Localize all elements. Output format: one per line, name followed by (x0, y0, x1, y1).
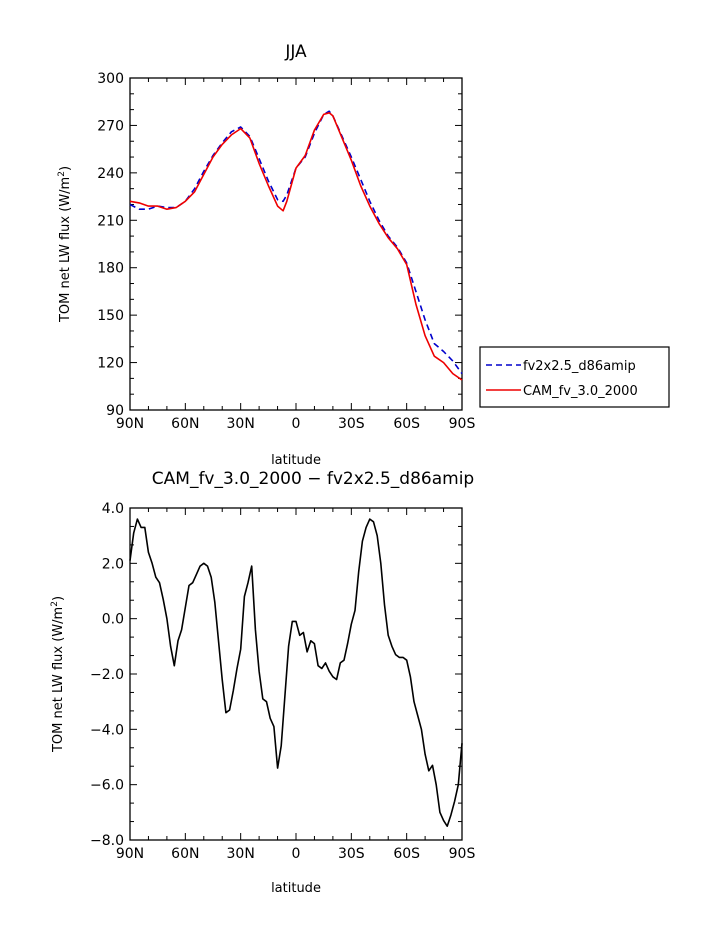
legend-label-1: CAM_fv_3.0_2000 (523, 384, 638, 399)
top-series-group (129, 110, 463, 381)
top-y-tick-label: 150 (97, 308, 124, 324)
top-legend: fv2x2.5_d86amip CAM_fv_3.0_2000 (479, 346, 670, 408)
bottom-series-group (129, 518, 463, 828)
bottom-y-label-sup: 2 (50, 601, 60, 607)
bottom-y-label-main: TOM net LW flux (W/m (51, 607, 66, 753)
bottom-panel: CAM_fv_3.0_2000 − fv2x2.5_d86amip 90N 60N… (50, 469, 475, 896)
top-x-tick-label: 60S (393, 416, 420, 432)
top-y-axis-label: TOM net LW flux (W/m2) (57, 166, 73, 323)
bottom-x-tick-label: 60S (393, 846, 420, 862)
legend-label-0: fv2x2.5_d86amip (523, 359, 636, 374)
bottom-y-label-end: ) (51, 596, 66, 601)
top-y-label-end: ) (58, 166, 73, 171)
top-panel: JJA 90N 60N 30N 0 30S 60S 90S 90 120 150 180 210 240… (57, 42, 475, 468)
top-x-tick-label: 30S (338, 416, 365, 432)
top-x-tick-label: 0 (292, 416, 301, 432)
bottom-y-tick-label: −2.0 (90, 667, 124, 683)
top-y-tick-label: 240 (97, 166, 124, 182)
bottom-chart-title: CAM_fv_3.0_2000 − fv2x2.5_d86amip (152, 469, 474, 489)
bottom-x-tick-label: 90S (449, 846, 476, 862)
bottom-x-tick-label: 60N (171, 846, 199, 862)
top-x-tick-label: 60N (171, 416, 199, 432)
bottom-x-tick-label: 0 (292, 846, 301, 862)
top-x-tick-label: 30N (227, 416, 255, 432)
bottom-y-tick-label: 2.0 (102, 556, 124, 572)
top-series-line-0 (129, 110, 463, 375)
bottom-y-tick-label: −8.0 (90, 833, 124, 849)
top-y-label-sup: 2 (57, 171, 67, 177)
top-y-tick-label: 180 (97, 261, 124, 277)
top-chart-title: JJA (284, 42, 307, 62)
top-x-tick-label: 90S (449, 416, 476, 432)
top-y-tick-label: 210 (97, 213, 124, 229)
bottom-y-tick-label: 0.0 (102, 612, 124, 628)
bottom-y-tick-label: 4.0 (102, 501, 124, 517)
bottom-y-tick-label: −4.0 (90, 722, 124, 738)
bottom-x-axis-label: latitude (271, 881, 321, 896)
bottom-ticks: 90N 60N 30N 0 30S 60S 90S −8.0 −6.0 −4.0 −2.0 0.0 2.… (90, 501, 475, 862)
top-y-label-main: TOM net LW flux (W/m (58, 177, 73, 323)
bottom-plot-frame (129, 507, 463, 841)
top-y-tick-label: 120 (97, 356, 124, 372)
bottom-y-tick-label: −6.0 (90, 778, 124, 794)
top-ticks: 90N 60N 30N 0 30S 60S 90S 90 120 150 180 210 240 270 3… (97, 71, 475, 432)
top-x-tick-label: 90N (116, 416, 144, 432)
top-y-tick-label: 300 (97, 71, 124, 87)
top-y-tick-label: 270 (97, 118, 124, 134)
bottom-series-line-0 (129, 518, 463, 828)
top-x-axis-label: latitude (271, 453, 321, 468)
bottom-x-tick-label: 30S (338, 846, 365, 862)
top-series-line-1 (129, 112, 463, 381)
top-y-tick-label: 90 (106, 403, 124, 419)
bottom-y-axis-label: TOM net LW flux (W/m2) (50, 596, 66, 753)
legend-box (479, 346, 670, 408)
bottom-x-tick-label: 90N (116, 846, 144, 862)
bottom-x-tick-label: 30N (227, 846, 255, 862)
top-plot-frame (129, 77, 463, 411)
